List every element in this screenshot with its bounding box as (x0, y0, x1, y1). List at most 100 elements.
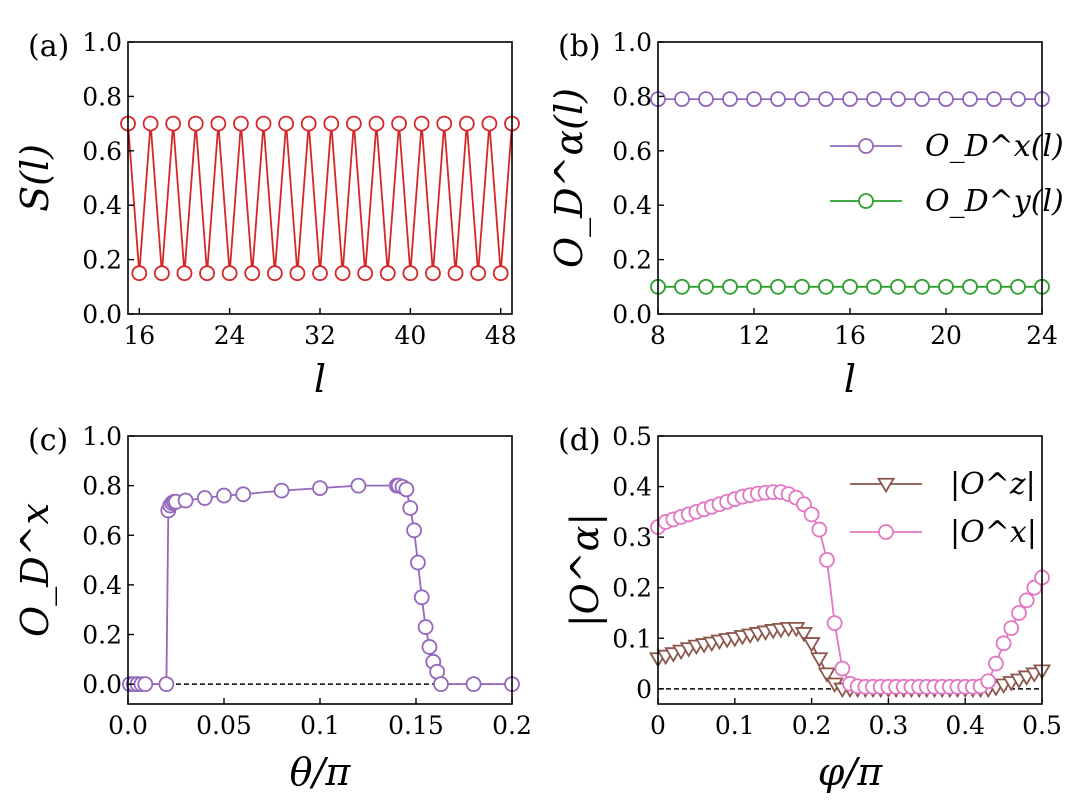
panel-a-series-0-point (187, 115, 204, 132)
panel-d-series-1-point (995, 635, 1012, 652)
panel-d-axes-frame (657, 435, 1043, 705)
panel-b-series-1-point (698, 278, 714, 295)
panel-c-x-tick-label: 0.2 (492, 711, 532, 740)
panel-c-series-0-point (402, 500, 419, 516)
panel-c-series-0-line (129, 484, 512, 686)
panel-d-series-0-point (817, 667, 837, 683)
panel-b-series-1 (650, 278, 1050, 295)
panel-c-series-0-point (196, 490, 213, 506)
panel-b: 8 12 16 20 24 0.0 0.2 0.4 0.6 0.8 1.0 (b) l O_D^α(l) O… (547, 28, 1064, 401)
panel-b-series-1-point (842, 278, 858, 295)
panel-b-x-tick-label: 24 (1026, 321, 1058, 350)
panel-a-y-tick-label: 0.4 (82, 191, 122, 220)
panel-c-series-0-point (417, 619, 434, 635)
panel-a-letter: (a) (28, 29, 69, 64)
panel-c-series-0-point (216, 487, 232, 504)
panel-a-series-0-point (153, 265, 170, 282)
panel-d-series-1-point (1011, 605, 1027, 621)
panel-d-y-tick-label: 0.5 (612, 422, 652, 451)
panel-c-y-tick-label: 0.0 (82, 670, 122, 699)
panel-d-x-tick-label: 0.1 (715, 711, 755, 740)
panel-a-series-0-point (357, 265, 374, 282)
panel-b-series-0-point (962, 91, 978, 108)
panel-a-series-0-point (199, 265, 215, 282)
panel-b-series-0-point (1010, 91, 1026, 108)
panel-c-series-0-point (413, 589, 430, 606)
panel-a-series-0-point (402, 265, 419, 282)
panel-c-series-0-point (312, 480, 328, 497)
panel-a-series-0-point (391, 115, 407, 132)
panel-a-series-0-point (266, 265, 283, 282)
panel-a-series-0-point (176, 265, 193, 282)
panel-b-y-tick-label: 0.8 (612, 82, 652, 111)
panel-a-series-0-point (368, 115, 385, 132)
panel-d-series-1-point (819, 551, 835, 568)
panel-a-series-0-point (379, 265, 396, 282)
panel-a-x-tick-label: 48 (485, 321, 517, 350)
panel-a-series-0-point (492, 265, 509, 282)
panel-b-series-1-point (890, 278, 906, 295)
panel-b-series-0-point (890, 91, 906, 108)
panel-c-y-axis-label: O_D^x (13, 503, 58, 637)
panel-d-legend-marker (876, 477, 896, 494)
panel-c-x-tick-label: 0.0 (108, 711, 148, 740)
panel-c-series-0-point (158, 676, 175, 693)
panel-b-series-1-point (962, 278, 978, 295)
panel-c-x-tick-label: 0.1 (300, 711, 340, 740)
panel-b-series-1-point (986, 278, 1002, 295)
panel-c: 0.0 0.05 0.1 0.15 0.2 0.0 0.2 0.4 0.6 0.8 1.0 (c) θ/… (13, 422, 532, 794)
panel-a-x-tick-label: 16 (123, 321, 155, 350)
panel-a-series-0-point (345, 115, 362, 132)
panel-b-series-0-point (674, 91, 690, 108)
panel-c-x-axis-label: θ/π (290, 750, 352, 794)
panel-b-y-tick-label: 0.4 (612, 191, 652, 220)
panel-a-series-0 (120, 115, 520, 282)
panel-b-series-0-point (818, 91, 834, 108)
panel-c-y-tick-label: 0.2 (82, 621, 122, 650)
panel-d-series-1-point (803, 506, 820, 523)
panel-c-series-0-point (406, 522, 422, 539)
panel-c-series-0-point (137, 676, 154, 693)
panel-a-series-0-point (233, 115, 249, 132)
panel-b-series-0-point (842, 91, 858, 108)
panel-d-x-tick-label: 0.5 (1022, 711, 1062, 740)
panel-b-y-tick-label: 0.2 (612, 246, 652, 275)
panel-a-series-0-point (470, 265, 487, 282)
panel-c-x-tick-label: 0.15 (388, 711, 444, 740)
panel-a-y-tick-label: 1.0 (82, 28, 122, 57)
panel-c-series-0-point (398, 481, 415, 498)
panel-c-series-0-point (235, 486, 252, 503)
panel-c-series-0-point (421, 639, 438, 655)
panel-b-series-1-point (770, 278, 786, 295)
panel-b-series-1-point (794, 278, 810, 295)
panel-a-x-axis-label: l (314, 357, 326, 401)
panel-a-series-0-point (221, 265, 238, 282)
panel-d-x-tick-label: 0 (650, 711, 666, 740)
panel-b-x-axis-label: l (844, 357, 856, 401)
panel-a-series-0-point (323, 115, 340, 132)
panel-b-series-0-point (794, 91, 810, 108)
panel-a: 16 24 32 40 48 0.0 0.2 0.4 0.6 0.8 1.0 (a) l S(l) (13, 28, 520, 401)
panel-b-series-0-point (914, 91, 930, 108)
panel-d-series-1-point (834, 660, 851, 677)
panel-b-x-tick-label: 12 (738, 321, 770, 350)
panel-a-series-0-point (447, 265, 464, 282)
panel-b-series-0-point (722, 91, 738, 108)
panel-b-series-0-point (746, 91, 762, 108)
panel-d-x-tick-label: 0.2 (792, 711, 832, 740)
panel-d-legend-label: |O^x| (950, 515, 1037, 550)
panel-c-series-0 (122, 477, 520, 693)
panel-d-series-0-point (810, 652, 829, 668)
panel-a-series-0-point (334, 265, 351, 282)
panel-b-series-1-point (674, 278, 690, 295)
panel-a-series-0-point (425, 265, 441, 282)
panel-c-x-tick-label: 0.05 (196, 711, 252, 740)
panel-d-y-tick-label: 0.2 (612, 574, 652, 603)
panel-c-y-tick-label: 1.0 (82, 422, 122, 451)
panel-b-series-0-point (698, 91, 714, 108)
panel-b-x-tick-label: 8 (650, 321, 666, 350)
panel-d: 0 0.1 0.2 0.3 0.4 0.5 0 0.1 0.2 0.3 0.4 0.5 (d) φ/π |O… (558, 422, 1062, 794)
panel-d-series-1-point (1018, 592, 1035, 609)
panel-d-legend: |O^z| |O^x| (850, 467, 1037, 550)
